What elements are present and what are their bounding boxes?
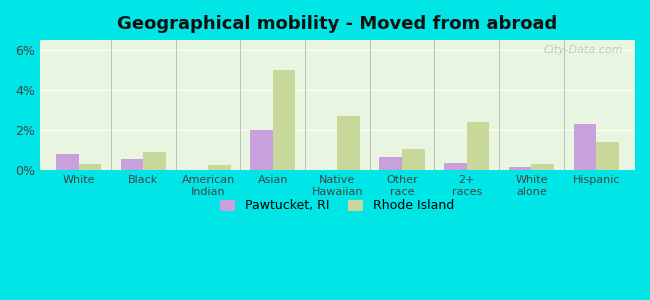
Bar — [444, 163, 467, 170]
Text: City-Data.com: City-Data.com — [543, 45, 623, 55]
Bar — [596, 142, 619, 170]
Legend: Pawtucket, RI, Rhode Island: Pawtucket, RI, Rhode Island — [214, 193, 461, 219]
Bar — [273, 70, 295, 170]
Bar — [467, 122, 489, 170]
Bar — [402, 149, 424, 170]
Bar — [79, 164, 101, 170]
Title: Geographical mobility - Moved from abroad: Geographical mobility - Moved from abroa… — [117, 15, 558, 33]
Bar — [121, 159, 144, 170]
Bar — [380, 157, 402, 170]
Bar — [573, 124, 596, 170]
Bar — [144, 152, 166, 170]
Bar — [56, 154, 79, 170]
Bar — [509, 167, 532, 170]
Bar — [532, 164, 554, 170]
Bar — [208, 165, 231, 170]
Bar — [337, 116, 360, 170]
Bar — [250, 130, 273, 170]
